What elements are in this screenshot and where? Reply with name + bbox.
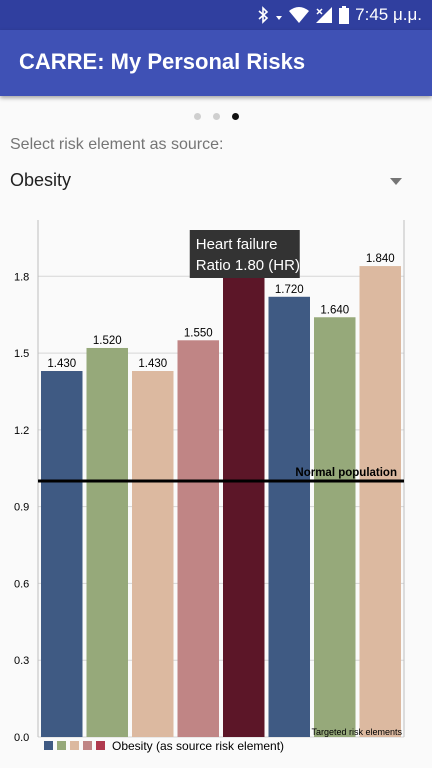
chart-y-axis: 0.0 0.3 0.6 0.9 1.2 1.5 1.8	[14, 220, 405, 744]
battery-icon	[339, 6, 350, 24]
legend-swatch	[96, 741, 105, 750]
wifi-icon	[289, 7, 310, 23]
data-arrow-icon	[276, 16, 283, 20]
y-tick-label: 0.0	[14, 732, 29, 744]
app-title: CARRE: My Personal Risks	[19, 49, 306, 74]
tooltip-ratio: Ratio 1.80 (HR)	[196, 257, 300, 274]
bar[interactable]	[268, 296, 311, 737]
dropdown-arrow-icon	[390, 178, 402, 185]
status-bar: 7:45 μ.μ.	[0, 0, 432, 30]
bar-value-label: 1.430	[138, 358, 167, 370]
legend-swatch	[57, 741, 66, 750]
legend-swatch	[83, 741, 92, 750]
legend-label: Obesity (as source risk element)	[112, 739, 284, 753]
app-bar: CARRE: My Personal Risks	[0, 30, 432, 96]
page-dot-1[interactable]	[193, 113, 201, 120]
chart-bars	[41, 266, 401, 737]
y-tick-label: 1.8	[14, 271, 29, 283]
bar-tooltip: Heart failure Ratio 1.80 (HR)	[189, 230, 300, 278]
source-select-label: Select risk element as source:	[10, 136, 224, 153]
y-tick-label: 0.6	[14, 578, 29, 590]
status-icons: 7:45 μ.μ.	[257, 4, 422, 26]
bar[interactable]	[86, 347, 129, 737]
bar-value-label: 1.550	[184, 327, 213, 339]
tooltip-title: Heart failure	[196, 236, 278, 253]
tooltip-background	[189, 230, 300, 278]
page-indicator	[0, 113, 432, 120]
bluetooth-icon	[258, 6, 269, 24]
legend-swatch	[70, 741, 79, 750]
legend-swatch	[44, 741, 53, 750]
y-tick-label: 0.9	[14, 502, 29, 514]
chart-value-labels: 1.430 1.520 1.430 1.550 1.720 1.640 1.840	[47, 253, 394, 370]
bar-value-label: 1.430	[47, 358, 76, 370]
normal-population-label: Normal population	[295, 467, 397, 479]
bar-value-label: 1.840	[366, 253, 395, 265]
bar[interactable]	[41, 371, 83, 737]
risk-ratio-bar-chart[interactable]: 0.0 0.3 0.6 0.9 1.2 1.5 1.8 1.430 1.520 1.430 1.5…	[0, 210, 432, 760]
page-dot-3[interactable]	[231, 113, 239, 120]
status-time: 7:45 μ.μ.	[355, 5, 422, 24]
bar-value-label: 1.520	[93, 335, 122, 347]
x-axis-label: Targeted risk elements	[311, 727, 402, 737]
bar-value-label: 1.640	[320, 304, 349, 316]
bar-value-label: 1.720	[275, 284, 304, 296]
bar[interactable]	[177, 340, 220, 737]
bar-highlighted[interactable]	[223, 276, 265, 737]
source-risk-value: Obesity	[10, 170, 72, 190]
y-tick-label: 0.3	[14, 655, 29, 667]
signal-icon	[316, 7, 333, 23]
y-tick-label: 1.5	[14, 348, 29, 360]
bar[interactable]	[132, 371, 174, 737]
source-risk-dropdown[interactable]: Obesity	[10, 166, 412, 196]
bar[interactable]	[314, 317, 356, 737]
y-tick-label: 1.2	[14, 425, 29, 437]
chart-legend	[44, 741, 105, 750]
page-dot-2[interactable]	[212, 113, 220, 120]
bar[interactable]	[359, 266, 402, 737]
